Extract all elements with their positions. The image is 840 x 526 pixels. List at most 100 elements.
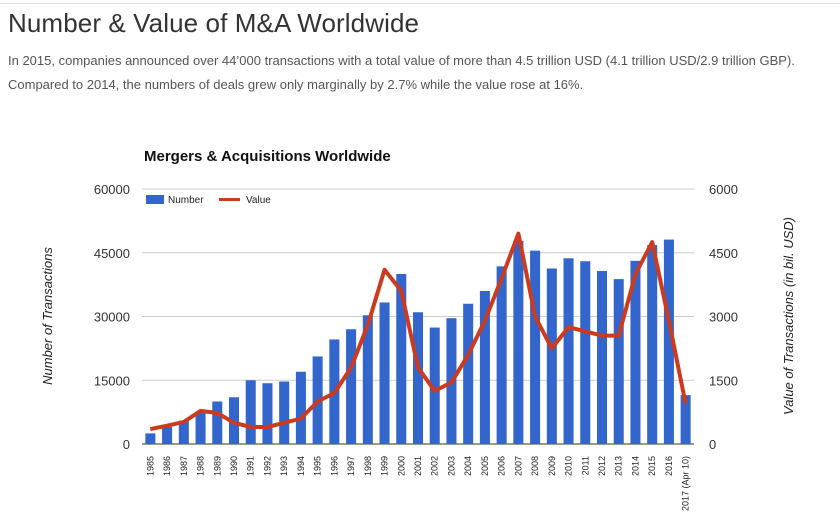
bar-1992 [262, 383, 273, 444]
legend-label-number: Number [168, 195, 204, 206]
bar-2001 [412, 312, 424, 444]
x-tick-label: 2004 [463, 456, 473, 476]
value-point-2000 [400, 290, 402, 292]
x-tick-label: 2017 (Apr 10) [681, 456, 691, 511]
x-tick-label: 1998 [363, 456, 373, 476]
x-tick-label: 1985 [145, 456, 155, 476]
x-tick-label: 2002 [430, 456, 440, 476]
x-tick-label: 1992 [262, 456, 272, 476]
axes: 0 0 15000 1500 30000 3000 45000 4500 60000 6000 19… [40, 182, 796, 511]
value-point-1999 [384, 269, 386, 271]
bar-1989 [212, 401, 223, 444]
x-tick-label: 2009 [547, 456, 557, 476]
y-left-tick-label: 0 [123, 437, 130, 452]
x-tick-label: 1993 [279, 456, 289, 476]
value-point-1989 [216, 412, 218, 414]
bar-2004 [463, 303, 474, 444]
value-point-2006 [501, 277, 503, 279]
intro-paragraph: In 2015, companies announced over 44’000… [8, 53, 795, 92]
value-point-1994 [300, 418, 302, 419]
y-right-tick-label: 1500 [709, 373, 738, 388]
x-tick-label: 2015 [647, 456, 657, 476]
value-point-1985 [149, 428, 151, 430]
legend: Number Value [146, 195, 271, 206]
x-tick-label: 1987 [179, 456, 189, 476]
bar-2008 [530, 250, 541, 444]
x-tick-label: 1986 [162, 456, 172, 476]
value-point-2009 [551, 347, 553, 349]
top-divider [0, 3, 840, 4]
value-point-1995 [317, 401, 319, 402]
x-tick-label: 1988 [196, 456, 206, 476]
x-tick-label: 2016 [664, 456, 674, 476]
value-point-2014 [634, 273, 636, 275]
y-left-tick-label: 30000 [94, 310, 130, 325]
value-point-1990 [233, 422, 235, 424]
line-series-value [149, 231, 688, 432]
bar-series-number [145, 239, 691, 444]
bar-1999 [379, 302, 390, 444]
x-tick-label: 2000 [396, 456, 406, 476]
x-tick-label: 2011 [580, 456, 590, 475]
x-tick-label: 2007 [513, 456, 523, 476]
bar-2017 [680, 395, 691, 444]
x-tick-label: 1997 [346, 456, 356, 476]
value-point-1996 [333, 392, 335, 394]
x-tick-label: 2012 [597, 456, 607, 476]
value-point-2012 [601, 335, 603, 337]
value-point-1991 [250, 426, 252, 428]
value-point-2017 [685, 403, 687, 405]
value-point-2011 [584, 330, 586, 332]
bar-2012 [596, 271, 608, 444]
bar-2014 [630, 260, 641, 444]
bar-1998 [362, 315, 373, 444]
value-point-2008 [534, 316, 536, 317]
value-point-1986 [166, 425, 168, 427]
y-right-tick-label: 3000 [709, 310, 738, 325]
value-point-2002 [434, 390, 436, 392]
y-left-axis-title: Number of Transactions [40, 247, 55, 385]
value-point-1992 [266, 426, 268, 428]
bar-2013 [613, 279, 624, 444]
value-point-2016 [668, 320, 670, 322]
value-point-2010 [568, 326, 570, 328]
y-left-tick-label: 15000 [94, 373, 130, 388]
y-left-tick-label: 45000 [94, 246, 130, 261]
value-point-2013 [618, 335, 620, 337]
x-tick-label: 2001 [413, 456, 423, 476]
x-tick-label: 1994 [296, 456, 306, 476]
bar-1987 [178, 420, 189, 444]
x-tick-label: 1996 [329, 456, 339, 476]
x-tick-label: 1995 [313, 456, 323, 476]
y-right-axis-title: Value of Transactions (in bil. USD) [781, 217, 796, 415]
bar-2000 [396, 274, 407, 444]
bar-2010 [563, 258, 574, 444]
value-point-2005 [484, 320, 486, 322]
value-point-1988 [200, 410, 202, 412]
y-right-tick-label: 6000 [709, 182, 738, 197]
bar-1991 [245, 380, 256, 444]
value-point-2015 [651, 241, 653, 243]
bar-2007 [513, 240, 524, 444]
x-tick-label: 2005 [480, 456, 490, 476]
value-point-1998 [367, 324, 369, 326]
y-right-tick-label: 4500 [709, 246, 738, 261]
bar-2011 [580, 261, 591, 444]
legend-swatch-number [146, 195, 164, 204]
y-left-tick-label: 60000 [94, 182, 130, 197]
bar-2002 [429, 327, 440, 444]
bar-1985 [145, 433, 156, 444]
x-tick-label: 2010 [564, 456, 574, 476]
bar-1994 [295, 371, 306, 444]
value-point-2003 [450, 381, 452, 383]
x-tick-label: 2008 [530, 456, 540, 476]
bar-2006 [496, 266, 507, 444]
bar-2015 [647, 245, 658, 444]
value-point-2001 [417, 367, 419, 368]
bar-2009 [546, 268, 557, 444]
x-tick-label: 1989 [212, 456, 222, 476]
bar-2005 [479, 291, 490, 444]
x-tick-label: 1999 [380, 456, 390, 476]
x-tick-label: 2003 [446, 456, 456, 476]
